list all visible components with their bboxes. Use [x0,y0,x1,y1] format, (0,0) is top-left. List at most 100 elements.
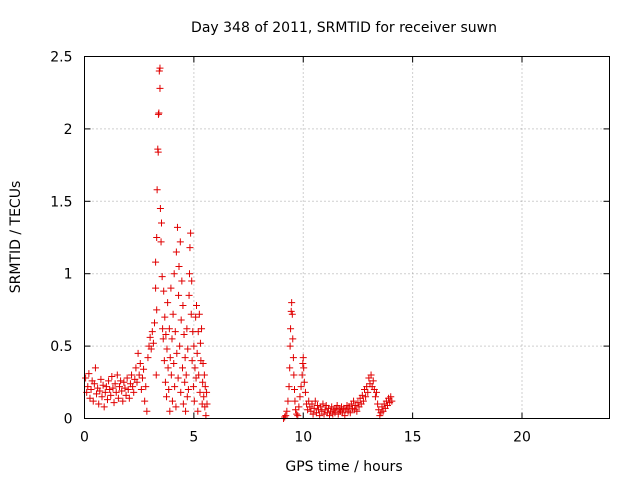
data-point [132,364,140,372]
data-point [281,413,289,421]
data-point [118,387,126,395]
data-point [172,248,180,256]
data-point [292,406,300,414]
data-point [358,391,366,399]
data-point [350,397,358,405]
data-point [196,339,204,347]
data-point [152,371,160,379]
data-point [173,349,181,357]
data-point [100,403,108,411]
data-point [152,258,160,266]
data-point [107,391,115,399]
data-point [109,384,117,392]
data-point [180,331,188,339]
data-point [141,397,149,405]
data-point [301,388,309,396]
data-point [182,407,190,415]
data-point [373,388,381,396]
data-point [296,393,304,401]
data-point [140,365,148,373]
data-point [119,397,127,405]
y-tick-label: 1 [64,267,73,283]
data-point [125,394,133,402]
data-point [203,400,211,408]
data-point [320,410,328,418]
data-point [287,307,295,315]
data-point [354,399,362,407]
data-point [300,378,308,386]
data-point [110,399,118,407]
x-axis-label: GPS time / hours [285,459,402,475]
data-point [284,397,292,405]
data-point [285,383,293,391]
data-point [166,407,174,415]
data-point [89,397,97,405]
data-point [155,109,163,117]
data-point [291,397,299,405]
x-tick-label: 20 [513,430,531,446]
data-point [293,410,301,418]
data-point [331,409,339,417]
data-point [176,238,184,246]
data-point [147,345,155,353]
data-point [202,412,210,420]
data-point [170,359,178,367]
data-point [106,386,114,394]
data-point [305,397,313,405]
data-point [183,393,191,401]
data-point [86,394,94,402]
data-point [179,302,187,310]
data-point [198,325,206,333]
data-point [182,371,190,379]
data-point [99,381,107,389]
data-point [84,383,92,391]
data-point [167,371,175,379]
data-point [288,310,296,318]
data-point [179,364,186,372]
y-axis-label: SRMTID / TECUs [8,181,24,294]
data-point [283,407,291,415]
data-point [168,397,176,405]
data-point [163,393,171,401]
data-point [288,299,296,307]
data-point [163,345,171,353]
data-point [188,357,196,365]
data-point [187,229,195,237]
data-point [101,388,109,396]
data-point [200,393,208,401]
data-point [289,354,297,362]
data-point [184,345,192,353]
data-point [388,397,396,405]
data-point [124,386,132,394]
data-point [299,354,307,362]
data-point [166,354,174,362]
data-point [359,397,367,405]
data-point [286,364,294,372]
x-tick-label: 0 [80,430,89,446]
y-tick-label: 0 [64,412,73,428]
data-point [112,388,120,396]
data-point [194,407,202,415]
data-point [367,371,375,379]
data-point [341,412,349,420]
data-point [171,328,179,336]
data-point [190,397,198,405]
data-point [167,284,175,292]
data-point [290,371,298,379]
data-point [291,386,298,394]
data-point [177,316,185,324]
data-point [195,310,203,318]
data-point [170,270,178,278]
data-point [183,325,191,333]
data-point [177,388,185,396]
data-point [200,371,208,379]
data-point [136,359,144,367]
plot-frame [84,56,610,419]
data-point [98,393,106,401]
data-point [93,390,101,398]
data-point [193,302,200,310]
data-point [294,412,302,420]
data-point [105,377,113,385]
data-point [184,386,192,394]
